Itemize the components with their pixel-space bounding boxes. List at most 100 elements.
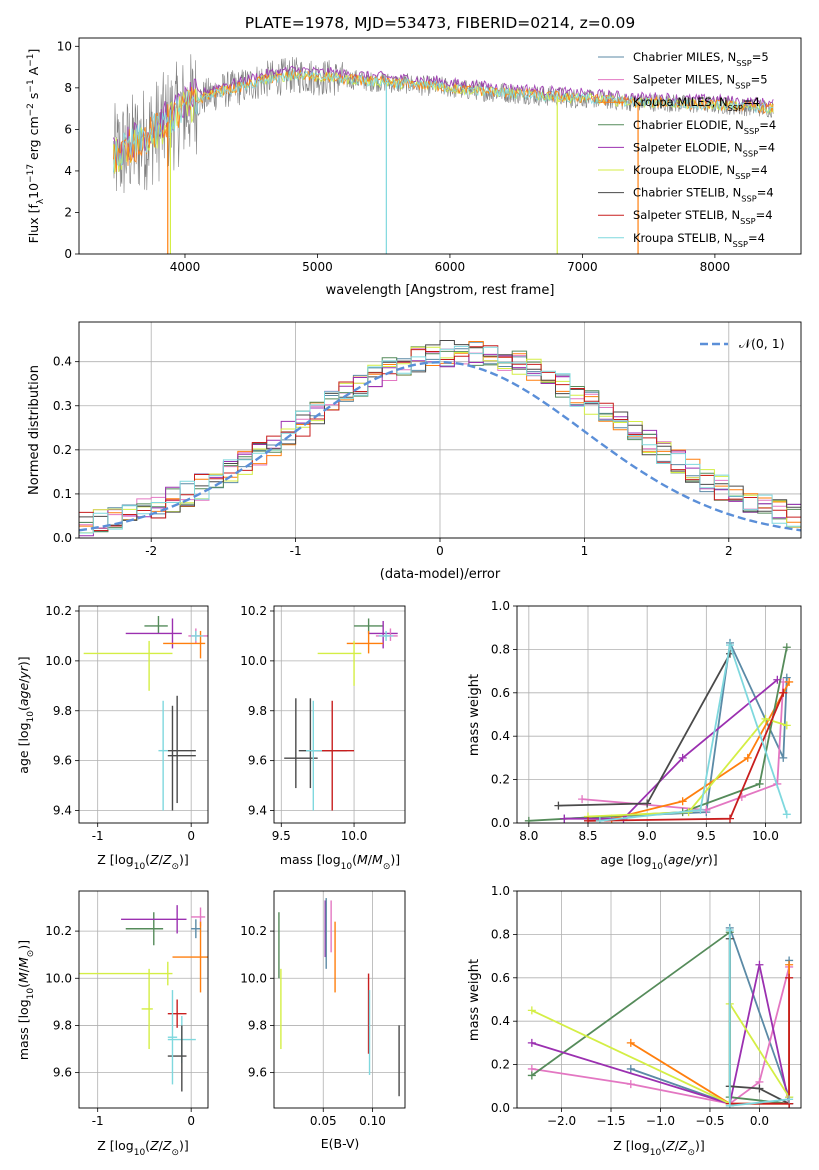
x-axis-label: mass [log10(M/M⊙)]: [280, 852, 400, 872]
legend-entry: Kroupa MILES, NSSP=4: [633, 95, 760, 113]
x-axis-label: Z [log10(Z/Z⊙)]: [97, 1138, 189, 1158]
y-tick-label: 9.8: [53, 704, 72, 718]
axes-frame: [273, 605, 406, 824]
x-tick-label: −1.0: [646, 1114, 675, 1128]
label-part: yr: [694, 852, 708, 867]
label-part: Z [log: [97, 852, 133, 867]
label-part: =4: [757, 186, 774, 200]
error-bar: [158, 700, 168, 811]
y-tick-label: 1.0: [491, 599, 510, 613]
series-marker: [643, 799, 652, 808]
x-axis-label: E(B-V): [321, 1136, 360, 1151]
y-tick-label: 6: [64, 122, 72, 136]
label-part: ⊙: [687, 1148, 695, 1158]
y-tick-label: 2: [64, 205, 72, 219]
label-part: A: [26, 66, 41, 79]
label-part: =4: [756, 208, 773, 222]
label-part: =5: [751, 73, 768, 87]
axes-frame: [78, 37, 802, 255]
label-part: =4: [758, 140, 775, 154]
label-part: Z [log: [97, 1138, 133, 1153]
label-part: Z: [665, 1138, 675, 1153]
label-part: SSP: [741, 194, 756, 204]
label-part: λ: [36, 198, 46, 204]
label-part: mass [log: [16, 999, 31, 1060]
chart-spectrum: 4000 5000 6000 7000 8000 0 2 4 6 8 10 wavelength [A…: [26, 37, 802, 298]
error-bar: [368, 620, 398, 649]
label-part: age [log: [600, 852, 651, 867]
x-tick-label: 9.5: [697, 829, 716, 843]
label-part: 10: [650, 1148, 662, 1158]
label-part: age: [668, 852, 692, 867]
y-tick-label: 0.0: [491, 816, 510, 830]
error-bar: [167, 990, 178, 1085]
error-bar: [167, 705, 196, 811]
label-part: age [log: [16, 722, 31, 773]
y-axis-label: mass [log10(M/M⊙)]: [16, 940, 36, 1060]
error-bar: [79, 961, 173, 986]
label-part: Salpeter MILES, N: [633, 73, 735, 87]
label-part: )]: [179, 852, 189, 867]
series-marker: [785, 677, 794, 686]
series-marker: [785, 973, 794, 982]
x-tick-label: −2.0: [547, 1114, 576, 1128]
error-bar: [141, 968, 153, 1050]
chart-residuals: -2 -1 0 1 2 0.0 0.1 0.2 0.3 0.4 𝒩(0, 1) (data-model…: [27, 321, 802, 582]
label-part: age: [16, 683, 31, 707]
x-tick-label: -1: [290, 544, 302, 558]
y-tick-label: 10: [57, 39, 72, 53]
series-marker: [725, 1101, 734, 1108]
series-marker: [773, 675, 782, 684]
legend-entry: Kroupa ELODIE, NSSP=4: [633, 163, 768, 181]
legend-entry: Chabrier ELODIE, NSSP=4: [633, 118, 776, 136]
x-tick-label: 6000: [435, 260, 466, 274]
series-marker: [527, 1006, 536, 1015]
series-marker: [782, 673, 791, 682]
series-marker: [584, 816, 592, 823]
y-axis-label: Flux [fλ10−17 erg cm−2 s−1 A−1]: [26, 49, 46, 244]
plot-area: [83, 615, 208, 811]
plot-area: [524, 638, 794, 823]
normal-curve: [79, 360, 801, 532]
grid: [79, 891, 208, 1108]
y-axis-label: mass weight: [467, 674, 482, 756]
label-part: SSP: [728, 103, 743, 113]
y-axis-label: age [log10(age/yr)]: [16, 656, 36, 773]
label-part: Flux [f: [26, 204, 41, 244]
series-marker: [755, 779, 764, 788]
chart-mass_vs_EBV: 0.05 0.10 9.6 9.8 10.0 10.2 E(B-V): [240, 890, 406, 1151]
chart-mass_weight_vs_Z: −2.0 −1.5 −1.0 −0.5 0.0 0.0 0.2 0.4 0.6 0.8 1.0 Z […: [467, 884, 802, 1158]
x-tick-label: 0.0: [750, 1114, 769, 1128]
y-axis-label: Normed distribution: [27, 365, 42, 495]
label-part: (: [16, 706, 31, 711]
error-bar: [172, 921, 208, 993]
label-part: Salpeter STELIB, N: [633, 208, 740, 222]
y-tick-label: 0.2: [53, 443, 72, 457]
series-line: [587, 717, 788, 818]
label-part: Z: [149, 852, 159, 867]
legend-entry: Salpeter STELIB, NSSP=4: [633, 208, 773, 226]
label-part: ]: [26, 49, 41, 54]
label-part: /: [675, 1138, 680, 1153]
y-tick-label: 0.6: [491, 971, 510, 985]
weight-series: [595, 641, 791, 823]
plot-area: [284, 618, 398, 811]
label-part: (: [661, 1138, 666, 1153]
x-tick-label: 7000: [567, 260, 598, 274]
series-marker: [626, 1038, 635, 1047]
axes-frame: [273, 890, 406, 1109]
label-part: 10: [134, 862, 146, 872]
x-tick-label: 5000: [302, 260, 333, 274]
series-marker: [779, 753, 788, 762]
series-marker: [785, 1095, 794, 1104]
x-tick-label: -1: [92, 829, 104, 843]
error-bar: [125, 912, 164, 946]
legend-entry: Salpeter MILES, NSSP=5: [633, 73, 768, 91]
x-tick-label: 2: [725, 544, 733, 558]
x-axis-label: Z [log10(Z/Z⊙)]: [613, 1138, 705, 1158]
series-line: [582, 681, 785, 811]
legend-entry: Salpeter ELODIE, NSSP=4: [633, 140, 775, 158]
y-tick-label: 0.0: [53, 531, 72, 545]
legend-entry: 𝒩(0, 1): [739, 336, 785, 351]
label-part: Z: [678, 1138, 688, 1153]
